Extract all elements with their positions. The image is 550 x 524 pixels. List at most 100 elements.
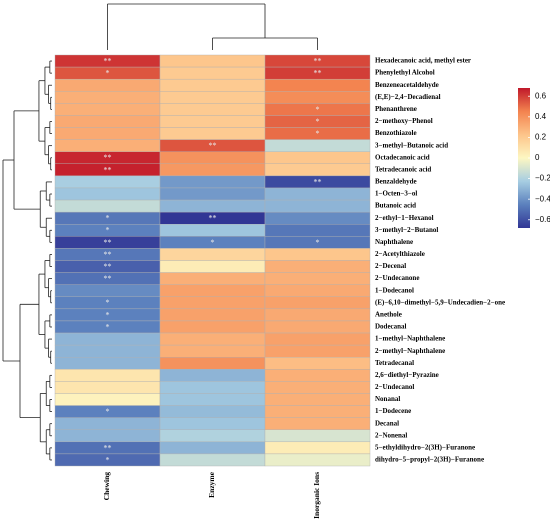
heatmap-cell (159, 381, 266, 394)
heatmap-cell (264, 332, 371, 346)
heatmap-cell (159, 103, 266, 116)
heatmap-cell (159, 320, 266, 334)
heatmap-cell (54, 78, 161, 92)
heatmap-cell (264, 224, 371, 237)
heatmap-cell (159, 296, 266, 310)
row-label: Benzaldehyde (375, 178, 417, 186)
heatmap-cell (159, 91, 266, 104)
row-label: 1−Dodecanol (375, 286, 414, 294)
heatmap-cell (159, 272, 266, 285)
heatmap-cell (159, 54, 266, 68)
row-label: 2,6−diethyl−Pyrazine (375, 371, 439, 379)
heatmap-cell (264, 405, 371, 418)
heatmap-cell (54, 127, 161, 140)
row-label: 2−methoxy−Phenol (375, 117, 433, 125)
significance-label: * (106, 407, 110, 416)
heatmap-cell (159, 175, 266, 189)
heatmap-cell (264, 369, 371, 382)
colorbar-tick-label: 0.6 (535, 91, 547, 100)
row-label: Naphthalene (375, 238, 413, 246)
significance-label: * (316, 105, 320, 114)
row-label: 2−Decenal (375, 262, 406, 270)
heatmap-cell (159, 199, 266, 213)
row-label: Decanal (375, 419, 399, 427)
heatmap-cell (159, 248, 266, 261)
row-label: 5−ethyldihydro−2(3H)−Furanone (375, 443, 475, 451)
row-label: 2−Acetylthiazole (375, 250, 425, 258)
row-label: 2−Undecanone (375, 274, 419, 282)
heatmap-cell (159, 224, 266, 237)
heatmap-cell (54, 344, 161, 358)
row-label: Phenanthrene (375, 105, 417, 113)
significance-label: ** (314, 177, 322, 186)
heatmap-cell (54, 357, 161, 370)
heatmap-cell (159, 393, 266, 406)
colorbar-tick-label: 0 (535, 153, 540, 162)
heatmap-cell (159, 344, 266, 358)
row-label: Hexadecanoic acid, methyl ester (375, 57, 471, 65)
heatmap-cell (159, 66, 266, 80)
heatmap-cell (264, 453, 371, 467)
row-label: Octadecanoic acid (375, 153, 430, 161)
heatmap-cell (159, 187, 266, 201)
heatmap-cell (159, 357, 266, 370)
heatmap-cell (264, 308, 371, 322)
significance-label: ** (104, 443, 112, 452)
column-label: Chewing (102, 472, 111, 501)
row-label: 3−methyl−2−Butanol (375, 226, 438, 234)
significance-label: * (106, 69, 110, 78)
heatmap-cell (54, 332, 161, 346)
row-label: 2−Nonenal (375, 431, 407, 439)
significance-label: ** (104, 262, 112, 271)
row-label: Benzeneacetaldehyde (375, 81, 439, 89)
row-label: Nonanal (375, 395, 400, 403)
row-label: Benzothiazole (375, 129, 417, 137)
significance-label: * (106, 298, 110, 307)
significance-label: * (316, 117, 320, 126)
row-label: (E,E)−2,4−Decadienal (375, 93, 441, 101)
heatmap-cell (54, 187, 161, 201)
significance-label: * (106, 322, 110, 331)
colorbar-tick-label: 0.4 (535, 112, 547, 121)
heatmap-cell (54, 284, 161, 297)
heatmap-cell (264, 357, 371, 370)
significance-label: * (316, 129, 320, 138)
heatmap-cell (264, 139, 371, 152)
significance-label: ** (209, 214, 217, 223)
heatmap-cell (159, 127, 266, 140)
row-label: Tetradecanoic acid (375, 165, 431, 173)
heatmap-cell (264, 211, 371, 225)
heatmap-cell (264, 187, 371, 201)
heatmap-cell (264, 78, 371, 92)
colorbar-tick-label: −0.4 (535, 194, 550, 203)
row-label: 2−methyl−Naphthalene (375, 347, 445, 355)
heatmap-cell (159, 441, 266, 455)
heatmap-cell (264, 344, 371, 358)
significance-label: * (106, 214, 110, 223)
significance-label: * (211, 238, 215, 247)
significance-label: ** (104, 56, 112, 65)
significance-label: ** (104, 250, 112, 259)
significance-label: * (106, 226, 110, 235)
heatmap-cell (159, 308, 266, 322)
heatmap-cell (54, 369, 161, 382)
colorbar-tick-label: 0.2 (535, 133, 547, 142)
significance-label: * (316, 238, 320, 247)
heatmap-cell (264, 260, 371, 273)
row-label: 2−Undecanol (375, 383, 414, 391)
heatmap-cell (159, 332, 266, 346)
significance-label: ** (104, 153, 112, 162)
heatmap-cell (159, 417, 266, 430)
heatmap-cell (159, 453, 266, 467)
heatmap-cell (264, 248, 371, 261)
significance-label: ** (314, 69, 322, 78)
heatmap-cell (54, 393, 161, 406)
heatmap-cell (159, 429, 266, 443)
row-label: 1−methyl−Naphthalene (375, 335, 445, 343)
significance-label: ** (314, 56, 322, 65)
heatmap-cell (54, 199, 161, 213)
heatmap-cell (264, 381, 371, 394)
heatmap-cell (159, 260, 266, 273)
heatmap-cell (159, 284, 266, 297)
colorbar (518, 88, 530, 228)
